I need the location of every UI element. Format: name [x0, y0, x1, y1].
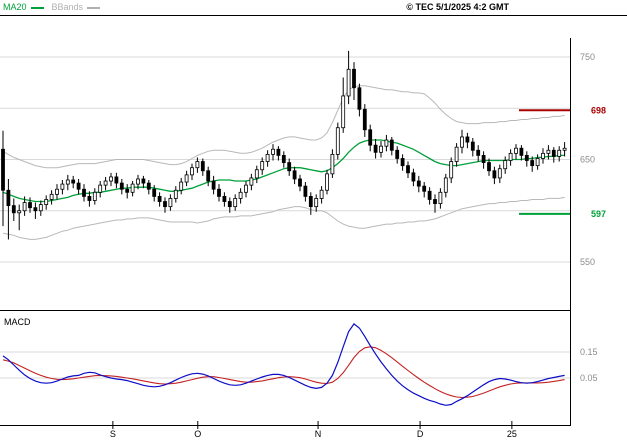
macd-axis-label: 0.05 [580, 373, 598, 383]
candlesticks [1, 50, 567, 240]
x-axis-label: N [315, 429, 322, 439]
ma20-line-swatch [30, 6, 44, 9]
x-axis-labels: S O N D 25 [110, 429, 517, 439]
legend-label-ma20: MA20 [3, 2, 27, 12]
support-price-label: 597 [591, 209, 606, 219]
x-axis-label: S [110, 429, 116, 439]
support-marker: 597 [519, 209, 606, 219]
signal-line [2, 346, 565, 399]
x-axis-label: 25 [507, 429, 517, 439]
resistance-marker: 698 [519, 105, 606, 115]
bollinger-bands [2, 85, 565, 240]
y-axis-labels: 750 650 550 [580, 52, 595, 267]
macd-panel-label: MACD [4, 317, 31, 327]
legend-item-bbands: BBands [52, 2, 101, 13]
legend-item-ma20: MA20 [3, 2, 44, 13]
legend: MA20 BBands [3, 2, 101, 13]
resistance-price-label: 698 [591, 105, 606, 115]
macd-gridlines: 0.15 0.05 [0, 347, 598, 383]
x-axis-label: O [194, 429, 201, 439]
bollinger-lower-line [2, 196, 565, 240]
y-axis-label: 550 [580, 257, 595, 267]
legend-label-bbands: BBands [51, 2, 84, 12]
x-axis-label: D [417, 429, 424, 439]
panel-borders [0, 15, 627, 426]
macd-line [2, 323, 565, 406]
y-axis-label: 750 [580, 52, 595, 62]
y-axis-label: 650 [580, 155, 595, 165]
copyright-text: © TEC 5/1/2025 4:2 GMT [406, 2, 509, 12]
bollinger-upper-line [2, 85, 565, 169]
bbands-line-swatch [87, 6, 101, 9]
macd-axis-label: 0.15 [580, 347, 598, 357]
ma20-line [2, 139, 565, 203]
